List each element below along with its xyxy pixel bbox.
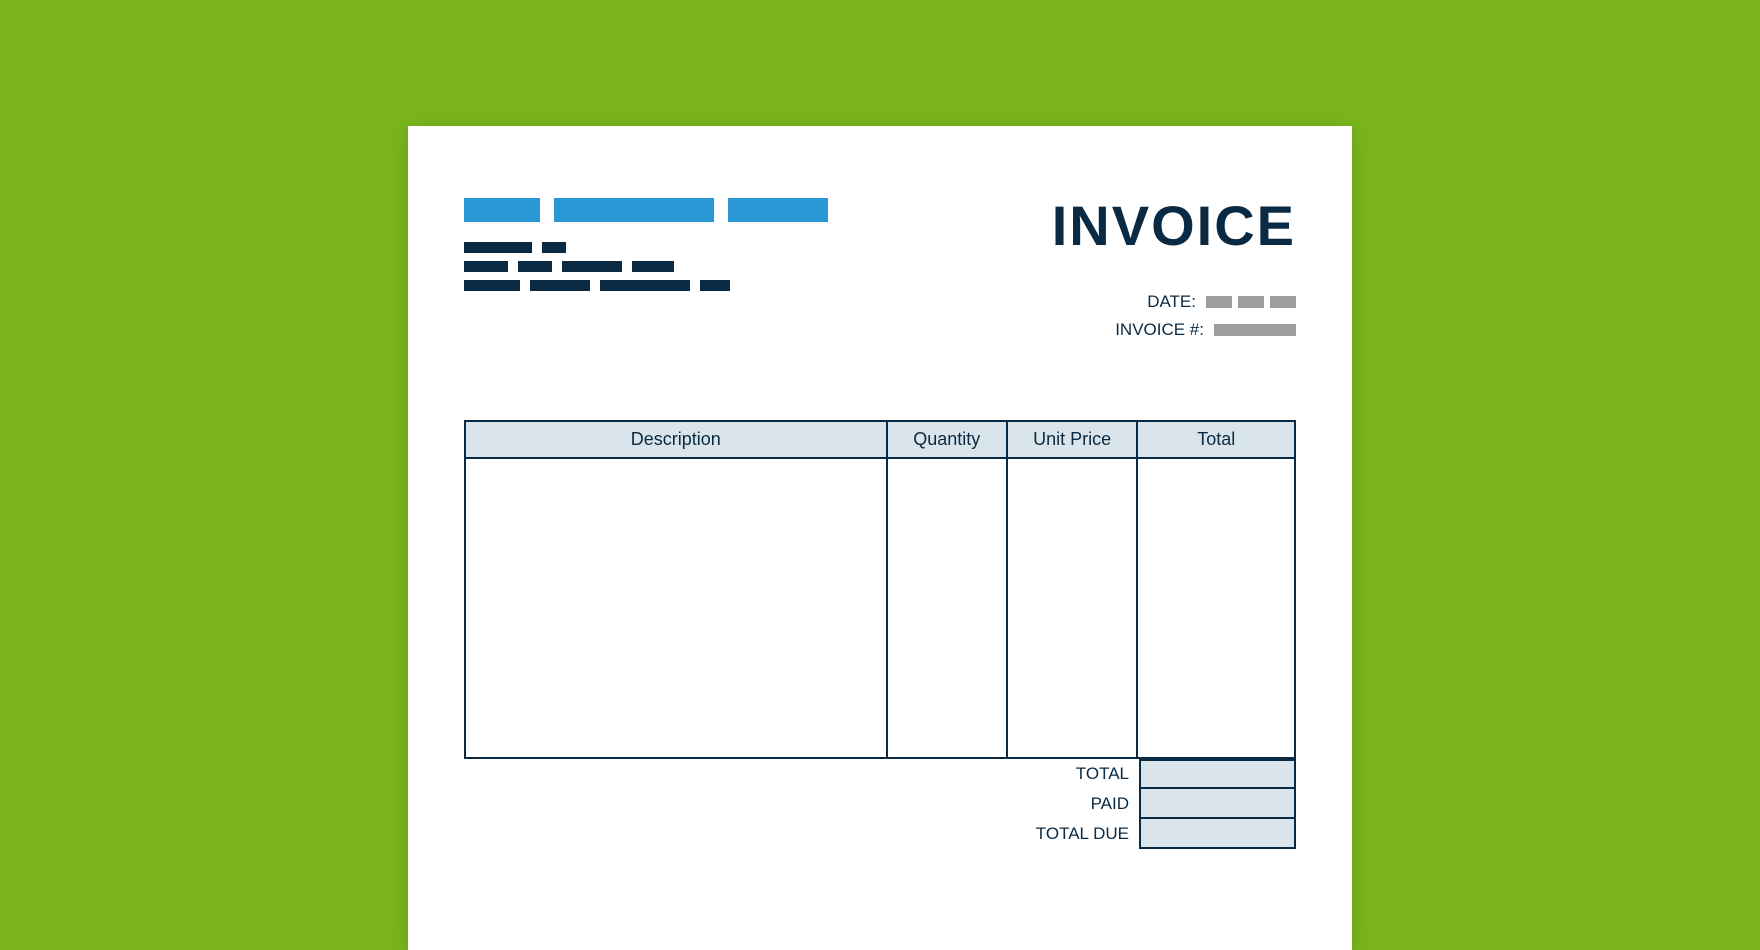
- totals-row-paid: PAID: [1009, 789, 1296, 819]
- company-name-bar: [464, 198, 540, 222]
- totals-row-total-due: TOTAL DUE: [1009, 819, 1296, 849]
- company-name-bar: [728, 198, 828, 222]
- total-label: TOTAL: [1009, 759, 1139, 789]
- address-seg: [700, 280, 730, 291]
- paid-value-box: [1139, 789, 1296, 819]
- cell-description: [465, 458, 887, 758]
- col-total: Total: [1137, 421, 1295, 458]
- address-line: [464, 242, 828, 253]
- address-seg: [600, 280, 690, 291]
- header-right: INVOICE DATE: INVOICE #:: [1052, 198, 1296, 344]
- col-quantity: Quantity: [887, 421, 1007, 458]
- invoice-no-value-placeholder: [1214, 324, 1296, 336]
- col-description: Description: [465, 421, 887, 458]
- invoice-no-label: INVOICE #:: [1115, 316, 1204, 344]
- totals-block: TOTAL PAID TOTAL DUE: [464, 759, 1296, 849]
- invoice-title: INVOICE: [1052, 198, 1296, 254]
- canvas: INVOICE DATE: INVOICE #: Description: [0, 0, 1760, 950]
- date-value-placeholder: [1206, 296, 1296, 308]
- address-line: [464, 261, 828, 272]
- address-seg: [562, 261, 622, 272]
- placeholder-bar: [1206, 296, 1232, 308]
- paid-label: PAID: [1009, 789, 1139, 819]
- table-body-row: [465, 458, 1295, 758]
- invoice-paper: INVOICE DATE: INVOICE #: Description: [408, 126, 1352, 950]
- company-block: [464, 198, 828, 299]
- address-seg: [542, 242, 566, 253]
- placeholder-bar: [1270, 296, 1296, 308]
- company-address-placeholder: [464, 242, 828, 291]
- total-due-value-box: [1139, 819, 1296, 849]
- date-label: DATE:: [1147, 288, 1196, 316]
- address-seg: [632, 261, 674, 272]
- totals-row-total: TOTAL: [1009, 759, 1296, 789]
- invoice-meta: DATE: INVOICE #:: [1052, 288, 1296, 344]
- cell-unit-price: [1007, 458, 1137, 758]
- address-seg: [464, 280, 520, 291]
- placeholder-bar: [1214, 324, 1296, 336]
- total-value-box: [1139, 759, 1296, 789]
- total-due-label: TOTAL DUE: [1009, 819, 1139, 849]
- cell-total: [1137, 458, 1295, 758]
- company-name-bar: [554, 198, 714, 222]
- meta-date-row: DATE:: [1052, 288, 1296, 316]
- company-name-placeholder: [464, 198, 828, 222]
- meta-invoice-row: INVOICE #:: [1052, 316, 1296, 344]
- address-seg: [530, 280, 590, 291]
- invoice-header: INVOICE DATE: INVOICE #:: [464, 198, 1296, 344]
- col-unit-price: Unit Price: [1007, 421, 1137, 458]
- cell-quantity: [887, 458, 1007, 758]
- address-seg: [518, 261, 552, 272]
- table-header-row: Description Quantity Unit Price Total: [465, 421, 1295, 458]
- placeholder-bar: [1238, 296, 1264, 308]
- line-items-table: Description Quantity Unit Price Total: [464, 420, 1296, 759]
- address-line: [464, 280, 828, 291]
- address-seg: [464, 242, 532, 253]
- address-seg: [464, 261, 508, 272]
